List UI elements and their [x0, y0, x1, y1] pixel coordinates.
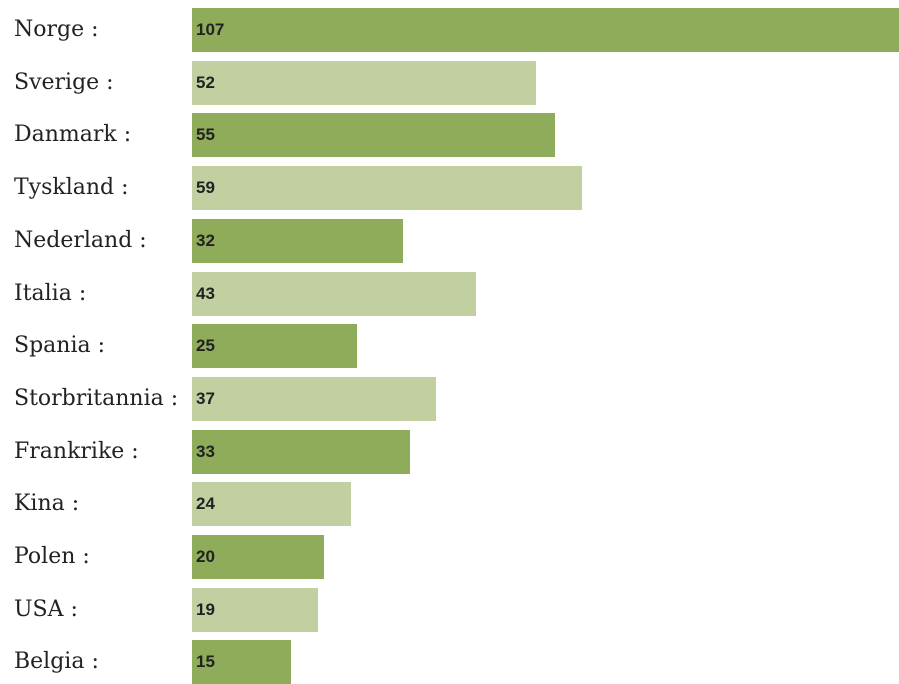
bar: 32 — [192, 218, 404, 263]
category-label: Sverige : — [14, 69, 114, 95]
bar-row: Spania : 25 — [0, 324, 899, 369]
bar-row: Danmark : 55 — [0, 113, 899, 158]
category-label: Danmark : — [14, 122, 132, 148]
bar: 19 — [192, 587, 318, 632]
category-label: Frankrike : — [14, 438, 139, 464]
value-label: 25 — [196, 336, 215, 356]
value-label: 20 — [196, 547, 215, 566]
category-label: Italia : — [14, 280, 87, 306]
value-label: 52 — [196, 72, 215, 92]
bar-row: Belgia : 15 — [0, 640, 899, 684]
category-label: Tyskland : — [14, 175, 129, 201]
value-label: 15 — [196, 652, 215, 672]
category-label: Nederland : — [14, 227, 147, 253]
bar: 52 — [192, 60, 536, 105]
value-label: 107 — [196, 20, 225, 39]
bar-row: Norge : 107 — [0, 8, 899, 52]
bar: 37 — [192, 376, 437, 421]
bar: 20 — [192, 535, 325, 579]
bar-row: Italia : 43 — [0, 271, 899, 316]
bar-row: Sverige : 52 — [0, 60, 899, 105]
value-label: 32 — [196, 230, 215, 250]
bar: 43 — [192, 271, 477, 316]
bar-row: Storbritannia : 37 — [0, 376, 899, 421]
category-label: Belgia : — [14, 649, 99, 675]
bar: 15 — [192, 640, 292, 684]
category-label: Storbritannia : — [14, 385, 179, 411]
category-label: USA : — [14, 596, 78, 622]
value-label: 43 — [196, 283, 215, 303]
value-label: 24 — [196, 494, 215, 514]
value-label: 33 — [196, 441, 215, 461]
value-label: 55 — [196, 125, 215, 145]
bar-row: Frankrike : 33 — [0, 429, 899, 474]
bar-row: Kina : 24 — [0, 482, 899, 527]
bar: 59 — [192, 166, 582, 211]
bar: 25 — [192, 324, 358, 369]
category-label: Spania : — [14, 333, 105, 359]
value-label: 19 — [196, 599, 215, 619]
category-label: Norge : — [14, 17, 99, 42]
bar-row: Tyskland : 59 — [0, 166, 899, 211]
bar: 55 — [192, 113, 556, 158]
value-label: 37 — [196, 388, 215, 408]
bar-row: USA : 19 — [0, 587, 899, 632]
category-label: Kina : — [14, 491, 80, 517]
value-label: 59 — [196, 178, 215, 198]
bar: 24 — [192, 482, 351, 527]
bar-row: Polen : 20 — [0, 535, 899, 579]
bar: 33 — [192, 429, 411, 474]
category-label: Polen : — [14, 544, 90, 569]
bar: 107 — [192, 8, 899, 52]
bar-row: Nederland : 32 — [0, 218, 899, 263]
